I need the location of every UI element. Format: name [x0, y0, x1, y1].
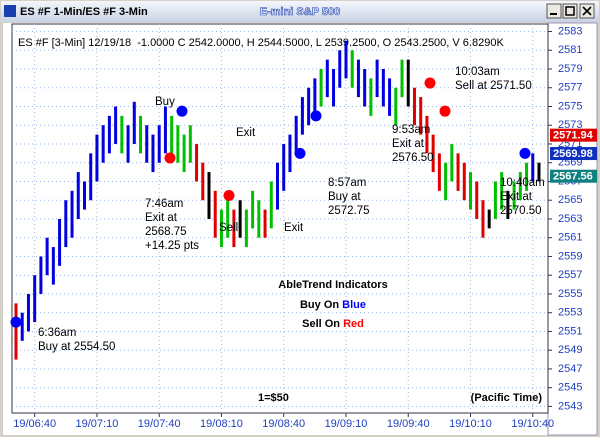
signal-dot: [424, 77, 436, 89]
timezone: (Pacific Time): [471, 392, 543, 404]
title-bar: [1, 1, 599, 22]
x-tick-label: 19/06:40: [13, 418, 56, 430]
legend-text: Buy On: [300, 299, 342, 311]
y-tick-label: 2553: [558, 307, 582, 319]
x-tick-label: 19/09:40: [387, 418, 430, 430]
maximize-button[interactable]: [562, 3, 578, 19]
annotation: Exit at: [500, 191, 533, 203]
minimize-button[interactable]: [546, 3, 562, 19]
annotation: 8:57am: [328, 177, 366, 189]
annotation: 2568.75: [145, 226, 187, 238]
legend-word: Red: [343, 318, 364, 330]
annotation: Exit: [236, 127, 256, 139]
x-tick-label: 19/10:40: [511, 418, 554, 430]
annotation: 10:40am: [500, 177, 545, 189]
signal-dot: [176, 105, 188, 117]
maximize-icon: [565, 6, 575, 16]
y-tick-label: 2573: [558, 119, 582, 131]
price-marker: [550, 128, 597, 142]
y-tick-label: 2575: [558, 100, 582, 112]
price-marker-label: 2567.56: [553, 171, 593, 183]
x-tick-label: 19/10:10: [449, 418, 492, 430]
info-line: ES #F [3-Min] 12/19/18 -1.0000 C 2542.00…: [18, 37, 504, 49]
y-tick-label: 2549: [558, 344, 582, 356]
window-buttons[interactable]: [546, 3, 595, 19]
annotation: 2576.50: [392, 152, 434, 164]
price-marker-label: 2571.94: [553, 130, 594, 142]
annotation: Sell at 2571.50: [455, 80, 532, 92]
annotation: 2570.50: [500, 205, 542, 217]
price-marker-label: 2569.98: [553, 148, 593, 160]
x-tick-label: 19/09:10: [325, 418, 368, 430]
annotation: 2572.75: [328, 205, 370, 217]
x-tick-label: 19/07:40: [138, 418, 181, 430]
y-tick-label: 2543: [558, 400, 582, 412]
price-marker: [550, 169, 597, 183]
price-bars: [14, 40, 541, 360]
annotation: 7:46am: [145, 198, 183, 210]
y-tick-label: 2551: [558, 325, 582, 337]
x-tick-label: 19/08:40: [262, 418, 305, 430]
annotation: +14.25 pts: [145, 240, 199, 252]
signal-dot: [223, 190, 235, 202]
signal-dot: [310, 110, 322, 122]
annotation: Buy at 2554.50: [38, 341, 115, 353]
y-tick-label: 2547: [558, 363, 582, 375]
close-icon: [582, 6, 592, 16]
annotation: Exit at: [392, 138, 425, 150]
y-tick-label: 2579: [558, 63, 582, 75]
grid: 2543 2545 2547 2549 2551 2553 2555 2557 2559 2561…: [12, 24, 582, 430]
signal-dot: [10, 316, 22, 328]
y-tick-label: 2583: [558, 25, 582, 37]
annotation: Buy at: [328, 191, 361, 203]
annotation: Exit at: [145, 212, 178, 224]
legend-line: Sell On Red: [302, 318, 364, 330]
y-tick-label: 2555: [558, 288, 582, 300]
legend-title: AbleTrend Indicators: [278, 279, 387, 291]
footnote: 1=$50: [258, 392, 289, 404]
y-tick-label: 2563: [558, 213, 582, 225]
y-tick-label: 2577: [558, 82, 582, 94]
annotation: 9:53am: [392, 124, 430, 136]
annotation: Sell: [219, 222, 238, 234]
signal-dot: [164, 152, 176, 164]
app-icon: [4, 5, 16, 17]
price-marker: [550, 147, 597, 161]
annotation: 6:36am: [38, 327, 76, 339]
legend-text: Sell On: [302, 318, 343, 330]
legend-word: Blue: [342, 299, 366, 311]
annotation: 10:03am: [455, 66, 500, 78]
y-tick-label: 2581: [558, 44, 582, 56]
signal-dot: [439, 105, 451, 117]
annotation: Buy: [155, 96, 175, 108]
window-title: ES #F 1-Min/ES #F 3-Min: [20, 6, 148, 18]
overlays: 2571.94 2569.98 2567.56 Buy Exit Sell Exit 6:36…: [10, 66, 597, 353]
legend-line: Buy On Blue: [300, 299, 366, 311]
y-tick-label: 2561: [558, 232, 582, 244]
window-subtitle: E-mini S&P 500: [260, 6, 341, 18]
y-tick-label: 2565: [558, 194, 582, 206]
y-tick-label: 2557: [558, 269, 582, 281]
annotation: Exit: [284, 222, 304, 234]
signal-dot: [294, 147, 306, 159]
chart-area: [3, 23, 597, 435]
x-tick-label: 19/08:10: [200, 418, 243, 430]
x-tick-label: 19/07:10: [76, 418, 119, 430]
y-tick-label: 2559: [558, 250, 582, 262]
signal-dot: [519, 147, 531, 159]
y-tick-label: 2545: [558, 382, 582, 394]
